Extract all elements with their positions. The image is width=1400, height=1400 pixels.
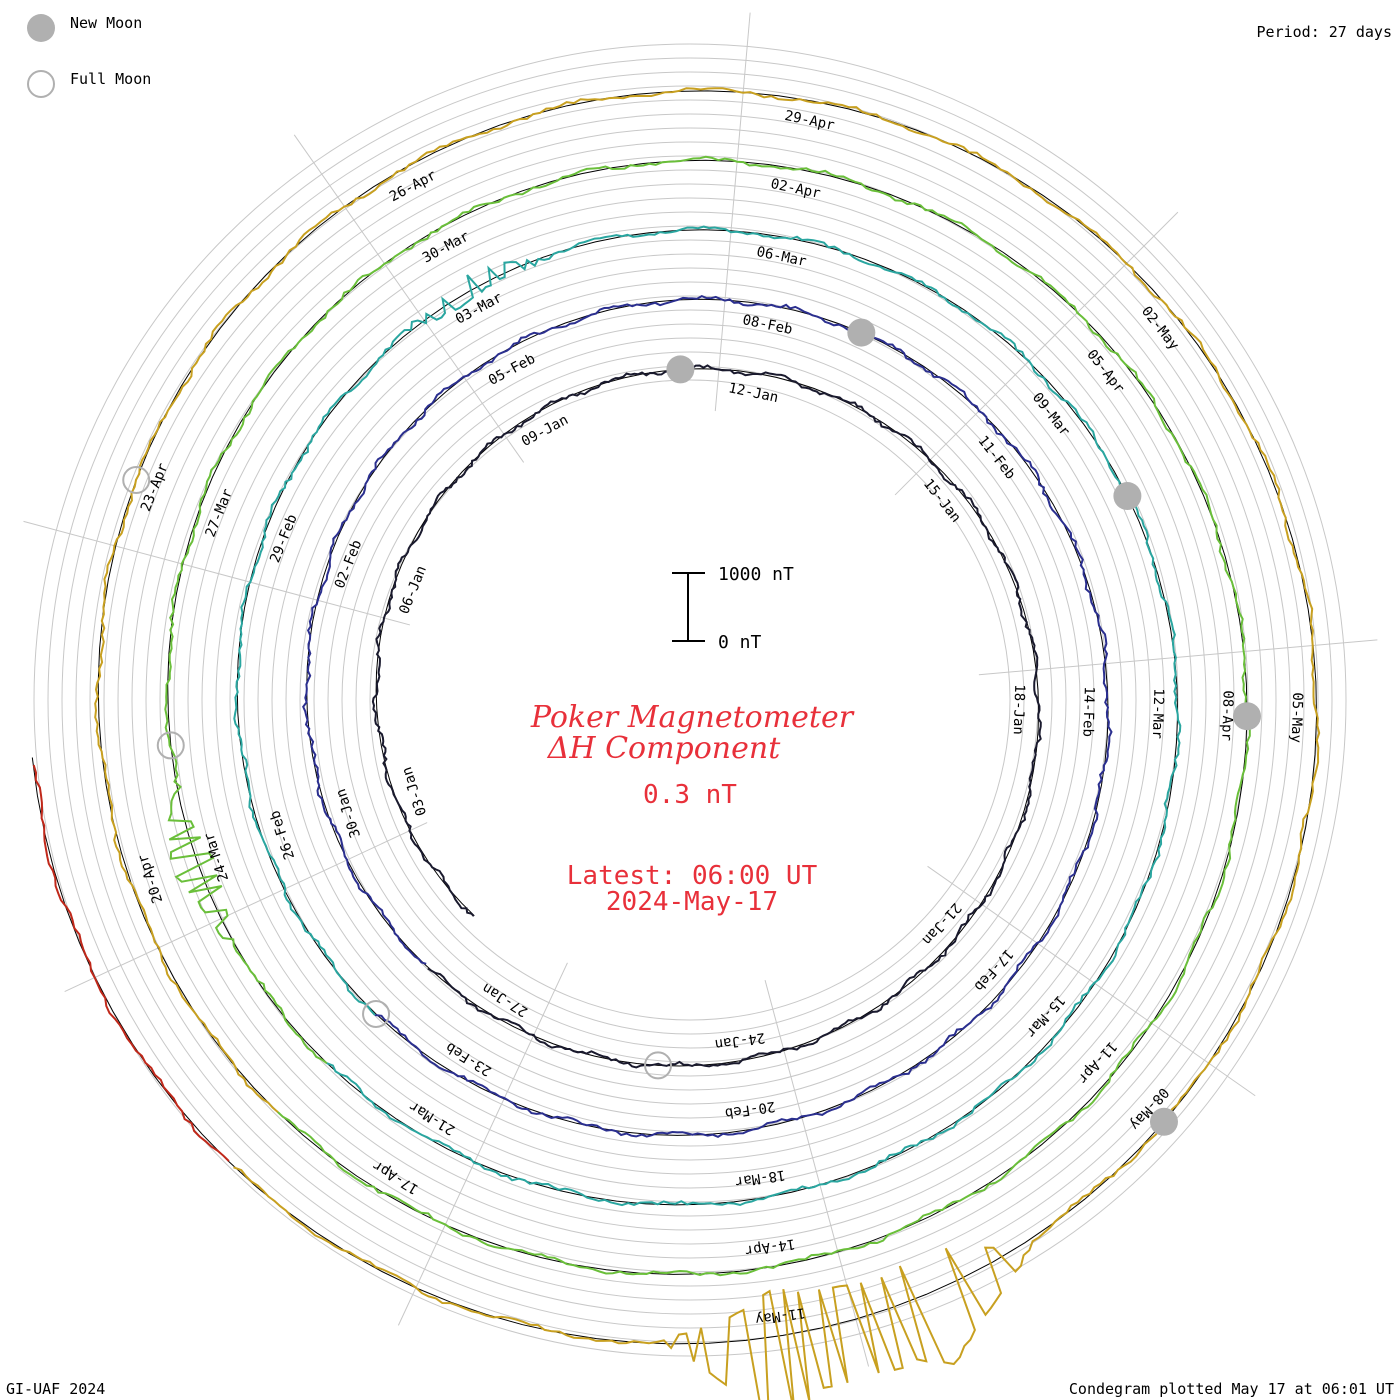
grid-rings <box>33 43 1347 1357</box>
grid-ring <box>61 71 1319 1329</box>
legend: New Moon Full Moon <box>27 14 151 98</box>
legend-full-moon-label: Full Moon <box>70 70 151 88</box>
date-label: 12-Jan <box>727 380 780 406</box>
date-label: 06-Mar <box>755 244 808 270</box>
grid-ring <box>369 379 1011 1021</box>
grid-ring <box>215 225 1165 1175</box>
new-moon-marker <box>666 355 695 384</box>
grid-spoke <box>764 979 870 1367</box>
date-label: 18-Jan <box>1010 684 1027 735</box>
new-moon-marker <box>1233 702 1262 731</box>
scale-bar: 1000 nT 0 nT <box>672 564 794 653</box>
date-label: 03-Mar <box>453 290 505 328</box>
grid-spoke <box>293 134 525 463</box>
grid-ring <box>75 85 1305 1315</box>
grid-ring <box>327 337 1053 1063</box>
grid-ring <box>299 309 1081 1091</box>
center-title: Poker Magnetometer ΔH Component 0.3 nT L… <box>530 700 855 917</box>
date-label: 29-Feb <box>267 512 301 565</box>
data-series-1 <box>302 294 1113 1139</box>
full-moon-marker <box>156 731 185 760</box>
scale-top-label: 1000 nT <box>718 564 794 585</box>
date-label: 02-Apr <box>769 176 822 202</box>
date-label: 03-Jan <box>399 765 430 818</box>
grid-spoke <box>397 962 568 1326</box>
grid-ring <box>89 99 1291 1301</box>
date-label: 11-Apr <box>1074 1038 1120 1086</box>
grid-spoke <box>23 520 411 626</box>
grid-ring <box>145 155 1235 1245</box>
full-moon-icon <box>27 70 55 98</box>
footer-credit: GI-UAF 2024 <box>6 1380 105 1398</box>
date-label: 14-Apr <box>744 1235 796 1258</box>
scale-bottom-label: 0 nT <box>718 632 762 653</box>
grid-spoke <box>714 12 751 412</box>
grid-ring <box>173 183 1207 1217</box>
grid-ring <box>285 295 1095 1105</box>
full-moon-marker <box>362 999 391 1028</box>
date-label: 14-Feb <box>1079 686 1096 737</box>
grid-ring <box>313 323 1067 1077</box>
grid-spoke <box>978 639 1378 676</box>
date-label: 24-Jan <box>714 1029 766 1052</box>
grid-ring <box>229 239 1151 1161</box>
grid-ring <box>187 197 1193 1203</box>
grid-ring <box>47 57 1333 1343</box>
grid-ring <box>131 141 1249 1259</box>
date-label: 15-Mar <box>1022 992 1068 1040</box>
date-label: 05-May <box>1288 692 1305 743</box>
legend-new-moon-label: New Moon <box>70 14 142 32</box>
data-series-3 <box>164 155 1251 1277</box>
date-label: 09-Jan <box>519 412 571 450</box>
date-label: 20-Feb <box>724 1098 776 1121</box>
date-label: 08-Apr <box>1218 690 1235 741</box>
data-series-2 <box>233 225 1182 1207</box>
new-moon-marker <box>847 318 876 347</box>
date-label: 06-Jan <box>396 564 430 617</box>
grid-ring <box>33 43 1347 1357</box>
date-label: 11-Feb <box>974 433 1018 483</box>
date-label: 02-Feb <box>332 538 366 591</box>
grid-spoke <box>894 211 1179 496</box>
title-line2: ΔH Component <box>547 731 781 766</box>
data-series-4 <box>94 87 1321 1400</box>
moon-markers <box>122 318 1262 1136</box>
full-moon-marker <box>122 466 151 495</box>
date-label: 27-Mar <box>203 487 237 540</box>
grid-ring <box>243 253 1137 1147</box>
grid-spoke <box>64 822 428 993</box>
data-traces <box>32 87 1321 1400</box>
full-moon-marker <box>644 1051 673 1080</box>
latest-time: Latest: 06:00 UT <box>567 861 818 891</box>
data-series-0 <box>371 364 1042 1069</box>
period-label: Period: 27 days <box>1257 23 1392 41</box>
date-label: 11-May <box>754 1304 806 1327</box>
grid-ring <box>201 211 1179 1189</box>
title-line1: Poker Magnetometer <box>530 700 855 735</box>
date-label: 08-Feb <box>741 312 794 338</box>
date-label: 15-Jan <box>920 476 964 526</box>
footer-plotted: Condegram plotted May 17 at 06:01 UT <box>1069 1380 1394 1398</box>
latest-date: 2024-May-17 <box>606 887 778 917</box>
new-moon-icon <box>27 14 55 42</box>
date-label: 18-Mar <box>734 1166 786 1189</box>
date-label: 05-Apr <box>1083 347 1127 397</box>
date-label: 05-Feb <box>486 351 538 389</box>
grid-ring <box>103 113 1277 1287</box>
grid-ring <box>159 169 1221 1231</box>
date-label: 29-Apr <box>783 108 836 134</box>
date-label: 02-May <box>1138 304 1182 354</box>
grid-ring <box>257 267 1123 1133</box>
new-moon-marker <box>1149 1107 1178 1136</box>
date-label: 09-Mar <box>1029 390 1073 440</box>
date-label: 12-Mar <box>1149 688 1166 739</box>
resolution-label: 0.3 nT <box>643 780 737 810</box>
data-series-5 <box>32 764 230 1162</box>
new-moon-marker <box>1113 482 1142 511</box>
